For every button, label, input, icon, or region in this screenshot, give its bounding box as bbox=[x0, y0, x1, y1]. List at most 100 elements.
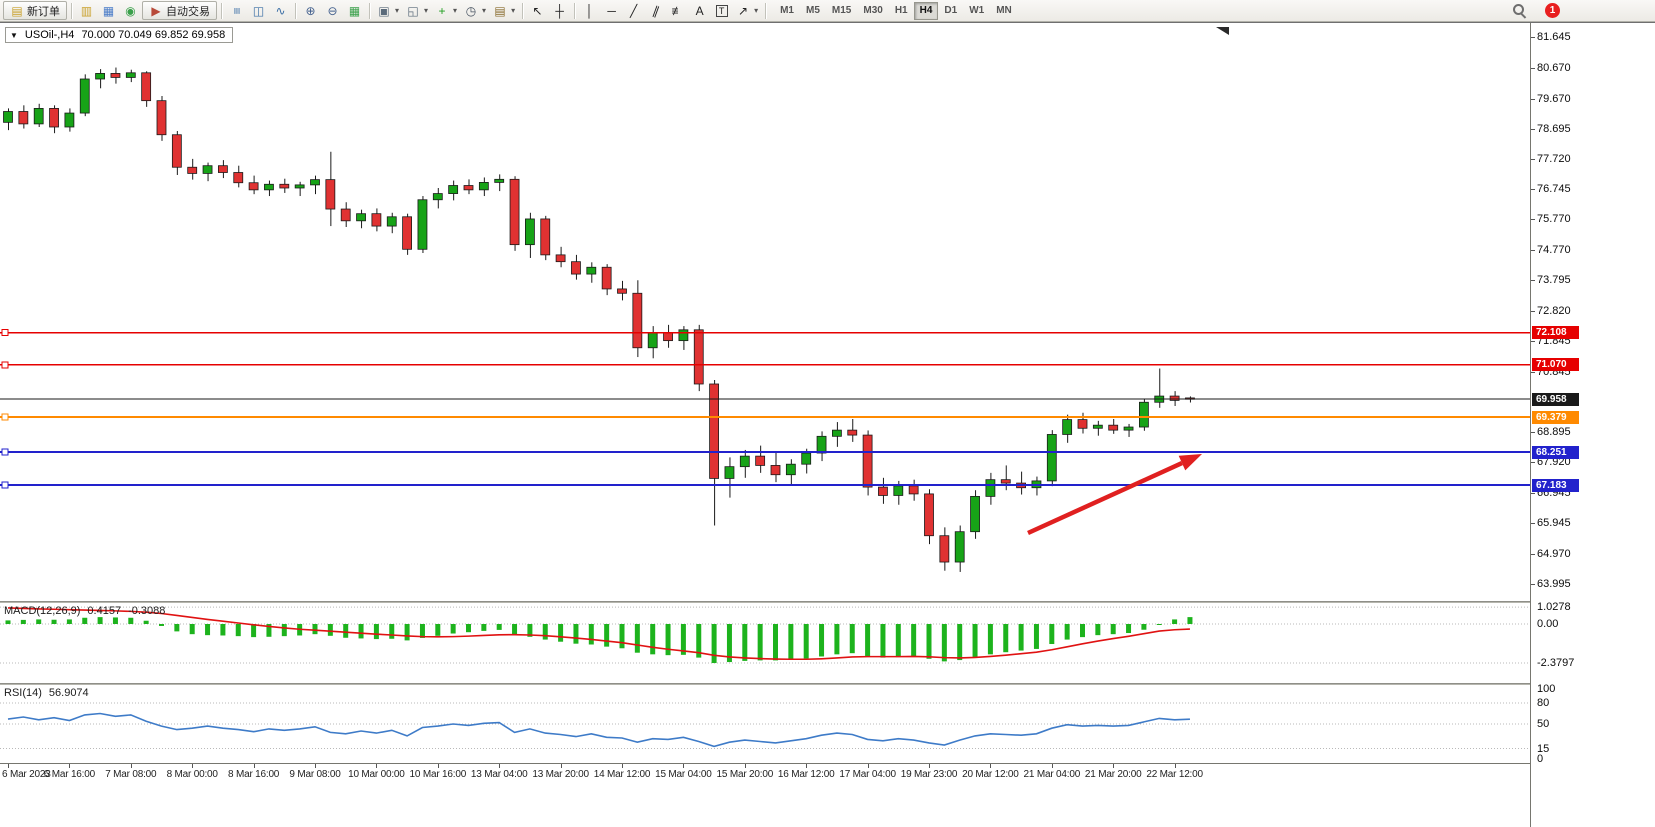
timeframe-h1[interactable]: H1 bbox=[889, 2, 914, 20]
candle bbox=[141, 72, 152, 102]
macd-axis-label: -2.3797 bbox=[1537, 657, 1575, 670]
trendline-button[interactable]: ╱ bbox=[623, 1, 644, 20]
candle bbox=[816, 435, 827, 454]
macd-bar bbox=[1110, 624, 1116, 635]
candle bbox=[678, 329, 689, 342]
macd-bar bbox=[205, 624, 211, 636]
timeframe-m5[interactable]: M5 bbox=[800, 2, 826, 20]
time-axis-label: 14 Mar 12:00 bbox=[593, 769, 651, 780]
chart-shift-marker[interactable] bbox=[1216, 27, 1229, 35]
timeframe-m1[interactable]: M1 bbox=[774, 2, 800, 20]
navigator-button[interactable]: ◉ bbox=[120, 1, 141, 20]
macd-bar bbox=[773, 624, 778, 661]
macd-bar bbox=[128, 617, 134, 624]
timeframe-d1[interactable]: D1 bbox=[938, 2, 963, 20]
time-axis-label: 22 Mar 12:00 bbox=[1146, 769, 1203, 780]
timeframe-m30[interactable]: M30 bbox=[857, 2, 888, 20]
candle bbox=[755, 455, 766, 466]
macd-bar bbox=[542, 624, 548, 640]
macd-bar bbox=[819, 624, 825, 657]
new-order-button[interactable]: ▤ 新订单 bbox=[3, 1, 67, 20]
notification-badge[interactable]: 1 bbox=[1545, 3, 1560, 18]
macd-bar bbox=[726, 624, 732, 663]
indicators-button[interactable]: + ▾ bbox=[432, 1, 460, 20]
search-icon bbox=[1512, 3, 1528, 19]
candle bbox=[832, 429, 842, 437]
channel-icon: ∥ bbox=[650, 2, 661, 19]
macd-bar bbox=[588, 624, 594, 645]
channel-button[interactable]: ∥ bbox=[645, 1, 666, 20]
price-tick bbox=[1531, 219, 1535, 221]
macd-bar bbox=[1095, 624, 1101, 636]
autotrading-button[interactable]: ▶ 自动交易 bbox=[142, 1, 217, 20]
time-axis-label: 17 Mar 04:00 bbox=[839, 769, 896, 780]
candle bbox=[1000, 479, 1011, 484]
horizontal-line-button[interactable]: ─ bbox=[601, 1, 622, 20]
hline-icon: ─ bbox=[607, 3, 616, 18]
chart-ohlc-values: 70.000 70.049 69.852 69.958 bbox=[81, 29, 226, 41]
timeframe-m15[interactable]: M15 bbox=[826, 2, 857, 20]
vertical-line-button[interactable]: │ bbox=[579, 1, 600, 20]
timeframe-mn[interactable]: MN bbox=[990, 2, 1018, 20]
time-axis-label: 15 Mar 04:00 bbox=[655, 769, 712, 780]
candle bbox=[356, 213, 366, 222]
price-tick bbox=[1531, 189, 1535, 191]
macd-bar bbox=[987, 624, 993, 655]
candle bbox=[1108, 424, 1119, 431]
price-axis-label: 75.770 bbox=[1537, 213, 1571, 226]
candle bbox=[1062, 419, 1073, 435]
line-handle[interactable] bbox=[1, 361, 9, 369]
data-window-button[interactable]: ▦ bbox=[98, 1, 119, 20]
tile-windows-button[interactable]: ▦ bbox=[344, 1, 365, 20]
panel-splitter-2[interactable] bbox=[0, 683, 1530, 685]
crosshair-button[interactable]: ┼ bbox=[549, 1, 570, 20]
zoom-in-icon: ⊕ bbox=[305, 3, 316, 18]
price-axis[interactable]: 81.645 80.670 79.670 78.695 77.720 76.745 75.7… bbox=[1530, 23, 1655, 827]
periods-button[interactable]: ◷ ▾ bbox=[461, 1, 489, 20]
line-handle[interactable] bbox=[1, 448, 9, 456]
candlestick-chart[interactable] bbox=[0, 23, 1530, 601]
panel-splitter-1[interactable] bbox=[0, 601, 1530, 603]
dropdown-arrow-icon: ▾ bbox=[511, 6, 516, 15]
fibo-icon: ≢ bbox=[671, 3, 684, 18]
label-icon: T bbox=[715, 4, 728, 17]
candlestick-chart-button[interactable]: ◫ bbox=[248, 1, 269, 20]
profiles-button[interactable]: ◱ ▾ bbox=[403, 1, 431, 20]
line-handle[interactable] bbox=[1, 413, 9, 421]
market-watch-button[interactable]: ▥ bbox=[76, 1, 97, 20]
price-axis-label: 68.895 bbox=[1537, 426, 1571, 439]
candle bbox=[18, 111, 29, 125]
price-tick bbox=[1531, 462, 1535, 464]
collapse-ohlc-icon[interactable]: ▼ bbox=[10, 30, 18, 40]
time-tick bbox=[8, 764, 9, 768]
trend-arrow[interactable] bbox=[1027, 454, 1202, 536]
candle bbox=[985, 479, 996, 497]
trendline-icon: ╱ bbox=[629, 3, 638, 18]
macd-bar bbox=[865, 624, 871, 656]
macd-bar bbox=[435, 624, 441, 636]
candle bbox=[371, 213, 382, 227]
bar-chart-button[interactable]: ≡ bbox=[226, 1, 247, 20]
candle bbox=[294, 184, 305, 189]
time-axis[interactable]: 6 Mar 2023 6 Mar 16:00 7 Mar 08:00 8 Mar 00… bbox=[0, 763, 1530, 785]
fibonacci-button[interactable]: ≢ bbox=[667, 1, 688, 20]
timeframe-h4[interactable]: H4 bbox=[913, 1, 939, 20]
cursor-button[interactable]: ↖ bbox=[527, 1, 548, 20]
line-handle[interactable] bbox=[1, 329, 9, 337]
price-axis-label: 67.920 bbox=[1537, 456, 1571, 469]
line-handle[interactable] bbox=[1, 481, 9, 489]
search-button[interactable] bbox=[1509, 1, 1531, 20]
text-button[interactable]: A bbox=[689, 1, 710, 20]
new-chart-button[interactable]: ▣ ▾ bbox=[374, 1, 402, 20]
label-button[interactable]: T bbox=[711, 1, 732, 20]
timeframe-w1[interactable]: W1 bbox=[963, 2, 990, 20]
zoom-out-button[interactable]: ⊖ bbox=[322, 1, 343, 20]
zoom-in-button[interactable]: ⊕ bbox=[300, 1, 321, 20]
rsi-axis-label: 80 bbox=[1537, 697, 1550, 709]
line-chart-button[interactable]: ∿ bbox=[270, 1, 291, 20]
candle bbox=[1092, 424, 1103, 429]
time-axis-label: 6 Mar 2023 bbox=[2, 769, 51, 780]
shapes-button[interactable]: ↗ ▾ bbox=[733, 1, 761, 20]
price-axis-label: 79.670 bbox=[1537, 92, 1571, 105]
templates-button[interactable]: ▤ ▾ bbox=[490, 1, 518, 20]
